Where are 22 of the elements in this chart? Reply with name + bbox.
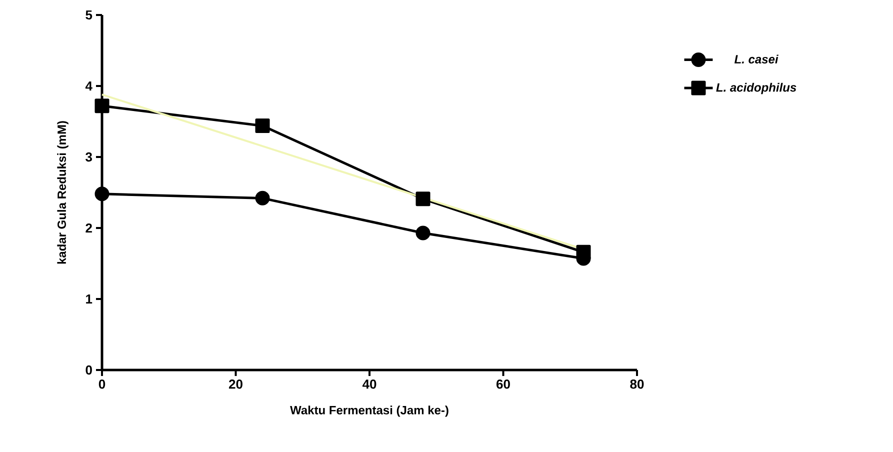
point	[94, 98, 110, 114]
y-tick-label: 3	[86, 152, 92, 162]
y-tick-label: 4	[85, 82, 92, 90]
point	[255, 118, 270, 134]
legend-label: L. acidophilus	[716, 82, 796, 94]
point	[416, 226, 430, 240]
point	[416, 192, 430, 206]
x-tick-label: 40	[362, 380, 376, 389]
y-tick-label: 1	[86, 294, 92, 304]
x-tick-label: 60	[496, 380, 510, 389]
point	[255, 190, 270, 206]
x-tick-label: 0	[98, 380, 106, 389]
x-axis-title: Waktu Fermentasi (Jam ke-)	[290, 406, 448, 417]
legend-label: L. casei	[734, 54, 779, 64]
y-tick-label: 0	[86, 365, 92, 375]
point	[94, 186, 110, 202]
y-tick-label: 2	[86, 223, 92, 233]
point	[576, 244, 591, 260]
x-tick-label: 80	[630, 380, 644, 389]
x-tick-label: 20	[228, 380, 242, 389]
y-axis-title: kadar Gula Reduksi (mM)	[57, 121, 68, 264]
y-tick-label: 5	[86, 10, 92, 20]
